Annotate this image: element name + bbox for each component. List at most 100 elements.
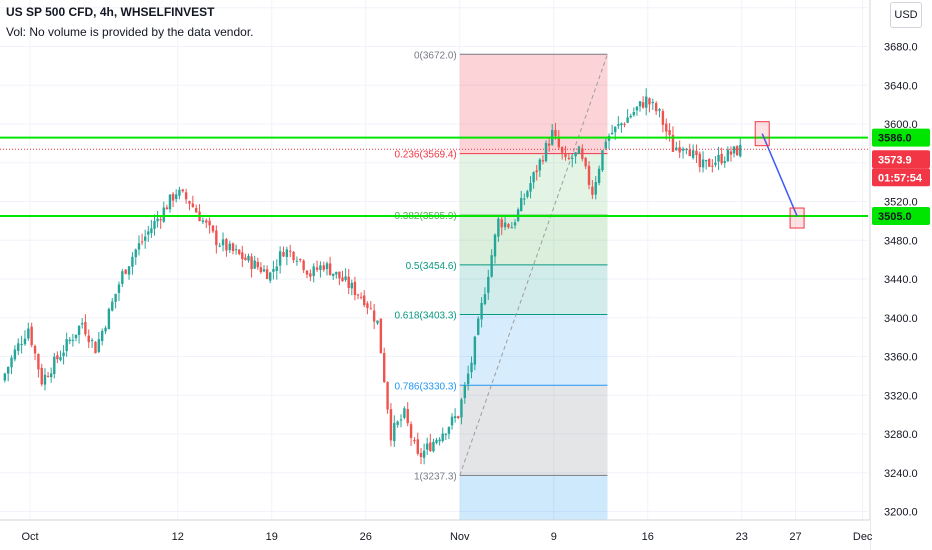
candle-body bbox=[453, 416, 457, 419]
candle-body bbox=[46, 375, 50, 377]
candle-body bbox=[131, 256, 134, 267]
lower-level-tag-text: 3505.0 bbox=[878, 211, 912, 223]
candle-body bbox=[369, 308, 372, 310]
candle-body bbox=[117, 284, 121, 293]
candle-body bbox=[507, 224, 510, 228]
candle-body bbox=[654, 103, 658, 112]
candle-body bbox=[237, 249, 241, 255]
candle-body bbox=[567, 157, 571, 159]
projection-start-marker[interactable] bbox=[754, 121, 770, 147]
candle-body bbox=[121, 271, 124, 284]
fibonacci-retracement[interactable]: 0(3672.0)0.236(3569.4)0.382(3505.9)0.5(3… bbox=[394, 50, 608, 522]
currency-button[interactable]: USD bbox=[890, 2, 922, 28]
candle-body bbox=[289, 250, 292, 252]
candle-body bbox=[403, 408, 406, 418]
candle-body bbox=[253, 260, 256, 269]
candle-body bbox=[735, 146, 739, 156]
candle-body bbox=[389, 409, 393, 441]
candle-body bbox=[59, 357, 62, 361]
candle-body bbox=[90, 340, 94, 342]
candle-body bbox=[234, 249, 238, 251]
candle-body bbox=[503, 222, 507, 228]
candle-body bbox=[178, 189, 181, 196]
upper-level-tag-text: 3586.0 bbox=[878, 133, 912, 145]
fib-band bbox=[459, 475, 608, 522]
candle-body bbox=[156, 218, 159, 222]
candle-body bbox=[577, 146, 581, 154]
candle-body bbox=[353, 281, 357, 296]
candle-body bbox=[6, 366, 10, 374]
candle-body bbox=[685, 149, 688, 151]
price-axis-bg[interactable] bbox=[870, 0, 932, 550]
candle-body bbox=[338, 271, 341, 279]
candle-body bbox=[208, 220, 211, 226]
fib-level-label: 1(3237.3) bbox=[414, 471, 457, 482]
time-tick-label: 26 bbox=[360, 531, 372, 543]
price-tick-label: 3280.0 bbox=[884, 429, 918, 441]
candle-body bbox=[623, 123, 626, 125]
candle-body bbox=[305, 270, 309, 275]
candle-body bbox=[393, 423, 396, 442]
candle-body bbox=[143, 236, 147, 241]
candle-body bbox=[571, 158, 574, 160]
time-tick-label: 23 bbox=[736, 531, 748, 543]
candle-body bbox=[275, 266, 278, 271]
candle-body bbox=[215, 230, 218, 246]
candle-body bbox=[328, 263, 332, 276]
candle-body bbox=[319, 265, 322, 271]
candle-body bbox=[739, 144, 742, 157]
candle-body bbox=[184, 192, 188, 200]
fib-trend-line[interactable] bbox=[459, 54, 608, 476]
candle-body bbox=[278, 251, 282, 266]
candle-body bbox=[610, 132, 614, 135]
candle-body bbox=[435, 439, 438, 443]
candle-body bbox=[614, 126, 617, 133]
candle-body bbox=[591, 186, 594, 195]
fib-band bbox=[459, 215, 608, 265]
candle-body bbox=[560, 147, 564, 153]
candle-body bbox=[470, 362, 473, 373]
fib-level-label: 0(3672.0) bbox=[414, 50, 457, 61]
candle-body bbox=[620, 123, 623, 126]
candle-body bbox=[27, 328, 30, 339]
countdown-tag-text: 01:57:54 bbox=[878, 172, 923, 184]
candle-body bbox=[228, 243, 231, 251]
candle-body bbox=[532, 172, 535, 183]
candle-body bbox=[729, 151, 733, 155]
grid-lines bbox=[0, 0, 868, 520]
candle-body bbox=[386, 382, 389, 410]
candle-body bbox=[409, 424, 413, 438]
candle-body bbox=[529, 183, 532, 192]
candle-body bbox=[134, 249, 137, 258]
projection-end-marker[interactable] bbox=[789, 207, 805, 229]
candle-body bbox=[450, 416, 454, 426]
candle-body bbox=[309, 273, 312, 277]
candle-body bbox=[107, 308, 111, 330]
time-axis-bg[interactable] bbox=[0, 520, 870, 550]
candle-body bbox=[302, 260, 305, 271]
candle-body bbox=[617, 124, 620, 126]
candle-body bbox=[194, 208, 198, 213]
candle-body bbox=[513, 222, 517, 226]
fib-level-label: 0.786(3330.3) bbox=[394, 381, 456, 392]
candle-body bbox=[250, 256, 253, 270]
candle-body bbox=[322, 265, 325, 270]
candle-body bbox=[544, 142, 548, 162]
lower-level-tag bbox=[872, 207, 930, 226]
horizontal-levels[interactable] bbox=[0, 136, 868, 218]
candle-body bbox=[671, 134, 675, 152]
candle-body bbox=[272, 269, 275, 272]
candle-body bbox=[422, 450, 426, 458]
symbol-title[interactable]: US SP 500 CFD, 4h, WHSELFINVEST bbox=[6, 5, 215, 19]
candle-body bbox=[97, 339, 101, 352]
candle-body bbox=[295, 260, 299, 262]
candle-body bbox=[438, 439, 441, 442]
candle-body bbox=[80, 323, 84, 325]
candle-body bbox=[538, 159, 542, 171]
candle-body bbox=[292, 252, 295, 261]
fib-band bbox=[459, 385, 608, 476]
projection-line[interactable] bbox=[761, 133, 798, 217]
projection-drawing[interactable] bbox=[754, 121, 805, 229]
